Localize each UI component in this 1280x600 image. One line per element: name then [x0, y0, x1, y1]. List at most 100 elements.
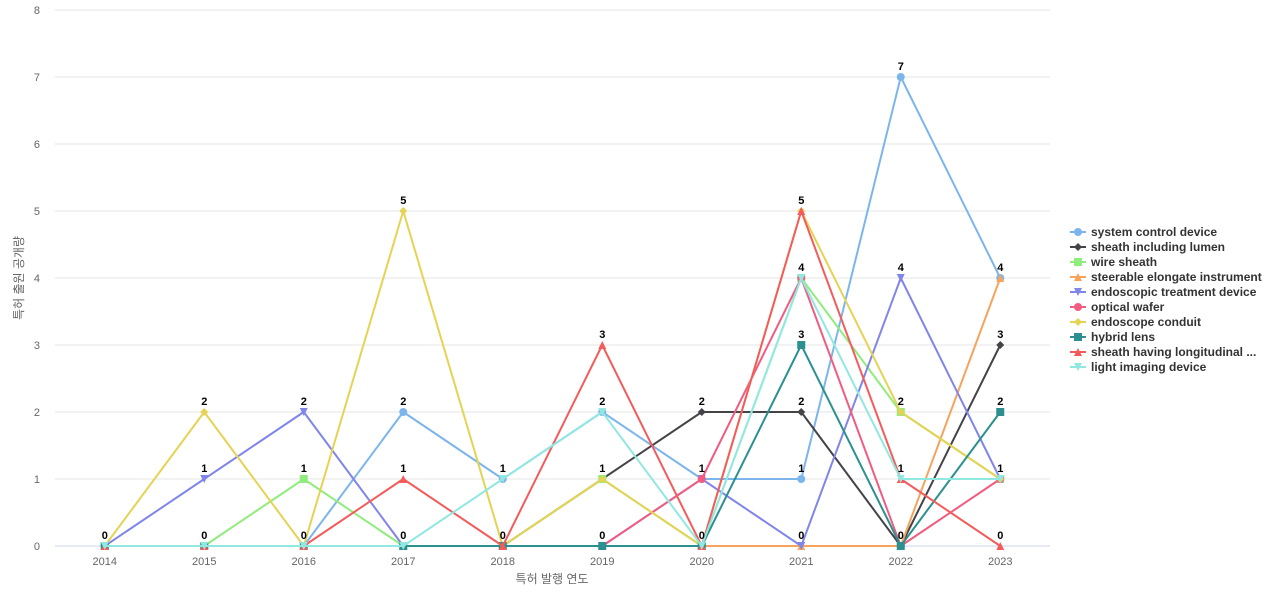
- legend-symbol: [1070, 242, 1086, 251]
- legend-symbol: [1070, 227, 1086, 236]
- x-axis-title: 특허 발행 연도: [516, 571, 589, 586]
- x-tick-label: 2021: [789, 556, 813, 568]
- data-point-endoscope-conduit[interactable]: [598, 475, 607, 483]
- data-label-system-control-device: 1: [500, 463, 506, 475]
- legend-marker: [1074, 347, 1082, 356]
- grid-lines: [55, 9, 1050, 547]
- data-label-hybrid-lens: 0: [699, 530, 705, 542]
- data-point-endoscope-conduit[interactable]: [399, 207, 408, 215]
- data-point-light-imaging-device[interactable]: [996, 475, 1005, 483]
- data-point-sheath-having-longitudinal[interactable]: [797, 207, 806, 215]
- x-tick-label: 2019: [590, 556, 614, 568]
- legend-marker: [1074, 332, 1082, 341]
- legend-item-optical-wafer[interactable]: optical wafer: [1070, 299, 1262, 314]
- legend-item-sheath-having-longitudinal[interactable]: sheath having longitudinal ...: [1070, 344, 1262, 359]
- data-point-system-control-device[interactable]: [797, 475, 806, 483]
- data-point-sheath-having-longitudinal[interactable]: [399, 475, 408, 483]
- data-point-light-imaging-device[interactable]: [498, 475, 507, 483]
- legend-label: wire sheath: [1091, 254, 1158, 269]
- series-layer: [100, 73, 1005, 550]
- data-point-steerable-elongate-instrument[interactable]: [996, 274, 1005, 282]
- data-label-wire-sheath: 1: [599, 463, 605, 475]
- legend-symbol: [1070, 347, 1086, 356]
- data-point-sheath-having-longitudinal[interactable]: [996, 542, 1005, 550]
- data-label-wire-sheath: 4: [798, 262, 805, 274]
- x-tick-label: 2017: [391, 556, 415, 568]
- data-label-endoscopic-treatment-device: 0: [599, 530, 605, 542]
- legend-item-hybrid-lens[interactable]: hybrid lens: [1070, 329, 1262, 344]
- x-tick-label: 2018: [491, 556, 515, 568]
- legend-item-light-imaging-device[interactable]: light imaging device: [1070, 359, 1262, 374]
- data-point-sheath-including-lumen[interactable]: [797, 408, 806, 416]
- data-label-hybrid-lens: 3: [798, 329, 804, 341]
- data-point-optical-wafer[interactable]: [697, 475, 706, 483]
- legend-item-sheath-including-lumen[interactable]: sheath including lumen: [1070, 239, 1262, 254]
- legend-label: endoscopic treatment device: [1091, 284, 1257, 299]
- series-line-sheath-having-longitudinal: [104, 210, 1001, 547]
- data-point-light-imaging-device[interactable]: [797, 274, 806, 282]
- data-point-hybrid-lens[interactable]: [598, 542, 607, 550]
- data-label-endoscopic-treatment-device: 4: [898, 262, 905, 274]
- x-axis-ticks: 2014 2015 2016 2017 2018 2019 2020 2021 2022 2023: [93, 556, 1013, 568]
- data-label-system-control-device: 7: [898, 61, 904, 73]
- data-label-sheath-including-lumen: 2: [798, 396, 804, 408]
- legend-symbol: [1070, 272, 1086, 281]
- legend-label: sheath having longitudinal ...: [1091, 344, 1257, 359]
- data-label-sheath-having-longitudinal: 5: [798, 195, 804, 207]
- legend-label: system control device: [1091, 224, 1218, 239]
- data-point-endoscopic-treatment-device[interactable]: [896, 274, 905, 282]
- data-point-light-imaging-device[interactable]: [896, 475, 905, 483]
- data-point-endoscopic-treatment-device[interactable]: [299, 408, 308, 416]
- data-point-endoscope-conduit[interactable]: [200, 408, 209, 416]
- data-point-system-control-device[interactable]: [399, 408, 408, 416]
- data-point-light-imaging-device[interactable]: [399, 542, 408, 550]
- data-label-sheath-including-lumen: 3: [997, 329, 1003, 341]
- data-label-optical-wafer: 1: [699, 463, 705, 475]
- series-line-endoscope-conduit: [103, 210, 1001, 547]
- data-point-sheath-having-longitudinal[interactable]: [498, 542, 507, 550]
- y-tick-label: 0: [34, 541, 40, 553]
- legend-symbol: [1070, 332, 1086, 341]
- legend-item-steerable-elongate-instrument[interactable]: steerable elongate instrument: [1070, 269, 1262, 284]
- data-point-light-imaging-device[interactable]: [697, 542, 706, 550]
- legend-symbol: [1070, 257, 1086, 266]
- data-label-hybrid-lens: 2: [997, 396, 1003, 408]
- data-label-hybrid-lens: 0: [898, 530, 904, 542]
- data-point-light-imaging-device[interactable]: [299, 542, 308, 550]
- legend-item-system-control-device[interactable]: system control device: [1070, 224, 1262, 239]
- data-point-wire-sheath[interactable]: [299, 475, 308, 483]
- legend-marker: [1074, 287, 1082, 296]
- legend-item-wire-sheath[interactable]: wire sheath: [1070, 254, 1262, 269]
- data-point-sheath-including-lumen[interactable]: [996, 341, 1005, 349]
- data-point-light-imaging-device[interactable]: [200, 542, 209, 550]
- data-point-hybrid-lens[interactable]: [996, 408, 1005, 416]
- data-label-endoscopic-treatment-device: 1: [201, 463, 207, 475]
- legend-symbol: [1070, 302, 1086, 311]
- data-label-sheath-having-longitudinal: 1: [898, 463, 904, 475]
- chart-legend: system control device sheath including lu…: [1070, 224, 1262, 374]
- data-point-system-control-device[interactable]: [896, 73, 905, 81]
- data-label-system-control-device: 2: [599, 396, 605, 408]
- data-point-endoscopic-treatment-device[interactable]: [200, 475, 209, 483]
- data-point-hybrid-lens[interactable]: [797, 341, 806, 349]
- series-line-light-imaging-device: [104, 277, 1001, 547]
- data-label-endoscopic-treatment-device: 2: [301, 396, 307, 408]
- legend-label: endoscope conduit: [1091, 314, 1202, 329]
- legend-item-endoscope-conduit[interactable]: endoscope conduit: [1070, 314, 1262, 329]
- data-point-light-imaging-device[interactable]: [100, 542, 109, 550]
- data-point-sheath-including-lumen[interactable]: [697, 408, 706, 416]
- y-tick-label: 8: [34, 5, 40, 17]
- x-tick-label: 2016: [292, 556, 316, 568]
- data-label-endoscopic-treatment-device: 0: [102, 530, 108, 542]
- data-point-endoscope-conduit[interactable]: [896, 408, 905, 416]
- data-point-sheath-having-longitudinal[interactable]: [598, 341, 607, 349]
- data-label-endoscopic-treatment-device: 0: [798, 530, 804, 542]
- data-point-light-imaging-device[interactable]: [598, 408, 607, 416]
- legend-item-endoscopic-treatment-device[interactable]: endoscopic treatment device: [1070, 284, 1262, 299]
- y-tick-label: 7: [34, 72, 40, 84]
- data-point-hybrid-lens[interactable]: [896, 542, 905, 550]
- legend-marker: [1074, 272, 1082, 281]
- data-point-endoscopic-treatment-device[interactable]: [797, 542, 806, 550]
- series-endoscope-conduit: [100, 207, 1005, 550]
- data-label-endoscopic-treatment-device: 0: [400, 530, 406, 542]
